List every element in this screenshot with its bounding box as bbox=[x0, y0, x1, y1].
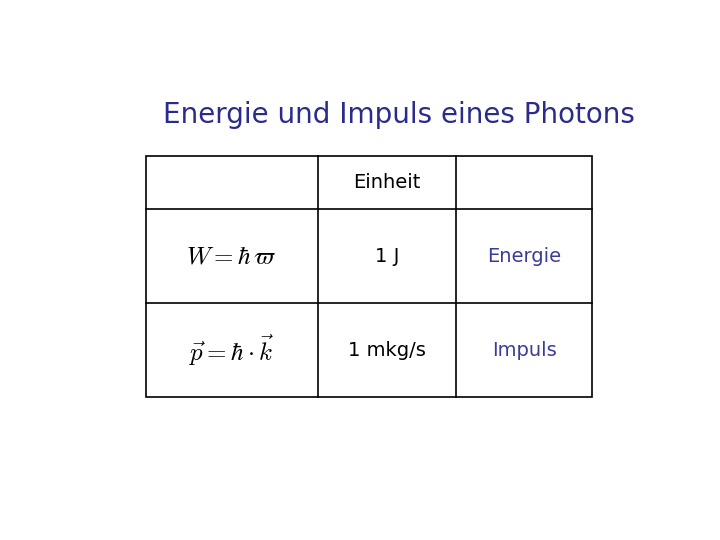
Text: $\vec{p} = \hbar \cdot \vec{k}$: $\vec{p} = \hbar \cdot \vec{k}$ bbox=[189, 333, 274, 368]
Text: Einheit: Einheit bbox=[354, 173, 420, 192]
Text: Energie: Energie bbox=[487, 247, 561, 266]
Text: Impuls: Impuls bbox=[492, 341, 557, 360]
Text: 1 mkg/s: 1 mkg/s bbox=[348, 341, 426, 360]
Text: $W = \hbar\,\varpi$: $W = \hbar\,\varpi$ bbox=[186, 245, 277, 268]
Text: Energie und Impuls eines Photons: Energie und Impuls eines Photons bbox=[163, 100, 634, 129]
Text: 1 J: 1 J bbox=[374, 247, 399, 266]
Bar bbox=[145, 156, 593, 397]
